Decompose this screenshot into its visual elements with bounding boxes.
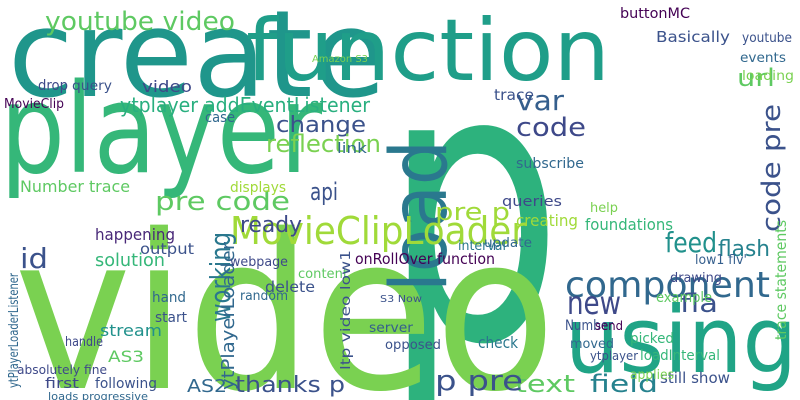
cloud-word: drop xyxy=(38,78,68,94)
cloud-word: Number xyxy=(565,318,613,334)
cloud-word: handle xyxy=(65,335,103,350)
cloud-word: new xyxy=(567,284,621,322)
cloud-word: Amazon S3 xyxy=(312,54,368,65)
cloud-word: onRollOver function xyxy=(355,250,495,268)
cloud-word: subscribe xyxy=(516,156,584,172)
cloud-word: absolutely fine xyxy=(17,363,107,377)
cloud-word: drawing xyxy=(670,271,722,286)
cloud-word: youtube video xyxy=(45,7,235,37)
cloud-word: MovieClip xyxy=(4,97,64,112)
cloud-word: link xyxy=(337,141,368,157)
cloud-word: field xyxy=(590,370,658,398)
cloud-word: reflection xyxy=(266,130,381,158)
cloud-word: events xyxy=(740,51,786,66)
cloud-word: trace statements xyxy=(772,220,790,340)
cloud-word: var xyxy=(516,84,565,117)
cloud-word: player xyxy=(0,58,322,202)
cloud-word: code xyxy=(516,113,586,143)
cloud-word: start xyxy=(155,310,187,326)
cloud-word: youtube xyxy=(742,31,792,46)
cloud-word: picked xyxy=(630,331,674,347)
cloud-word: content xyxy=(298,267,348,282)
cloud-word: p pre xyxy=(435,364,523,397)
cloud-word: function xyxy=(246,1,610,101)
cloud-word: ytPlayerLoader xyxy=(218,241,239,390)
cloud-word: flash xyxy=(718,237,770,262)
cloud-word: pre p xyxy=(435,198,510,226)
cloud-word: send xyxy=(595,319,623,333)
cloud-word: ytplayer addEventListener xyxy=(120,93,371,117)
cloud-word: foundations xyxy=(585,215,673,234)
cloud-word: using xyxy=(565,287,797,394)
cloud-word: moved xyxy=(570,337,614,352)
cloud-word: video xyxy=(142,77,192,96)
cloud-word: feed xyxy=(665,226,717,259)
cloud-word: text xyxy=(515,370,575,398)
cloud-word: displays xyxy=(230,180,286,196)
cloud-word: example xyxy=(656,290,712,306)
cloud-word: low1 flv' xyxy=(695,253,747,268)
cloud-word: stream xyxy=(100,321,162,340)
cloud-word: change xyxy=(276,113,366,138)
cloud-word: ready xyxy=(240,213,302,238)
cloud-word: check xyxy=(478,333,519,352)
cloud-word: following xyxy=(95,376,157,392)
cloud-word: AS3 xyxy=(108,347,144,366)
cloud-word: id xyxy=(20,242,48,275)
cloud-word: ytPlayerLoaderListener xyxy=(7,272,22,388)
cloud-word: output xyxy=(140,240,194,258)
cloud-word: hand xyxy=(152,290,186,306)
cloud-word: buttonMC xyxy=(620,6,690,22)
cloud-word: server xyxy=(369,321,414,336)
cloud-word: applies xyxy=(630,368,674,383)
cloud-word: create xyxy=(8,0,386,125)
cloud-word: Number trace xyxy=(20,177,130,196)
cloud-word: fla xyxy=(680,289,718,319)
cloud-word: still show xyxy=(660,369,730,387)
cloud-word: trace xyxy=(494,86,534,104)
cloud-word: solution xyxy=(95,250,165,271)
cloud-word: AS2 xyxy=(187,376,227,397)
cloud-word: pre code xyxy=(155,187,290,217)
cloud-word: MovieClipLoader xyxy=(230,209,526,253)
cloud-word: thanks p xyxy=(235,373,345,398)
cloud-word: ytplayer xyxy=(590,349,638,363)
cloud-word: S3 Now xyxy=(380,294,422,305)
cloud-word: video xyxy=(14,188,556,400)
cloud-word: first xyxy=(45,376,80,392)
cloud-word: help xyxy=(590,201,618,216)
cloud-word: update xyxy=(484,236,532,251)
cloud-word: opposed xyxy=(385,338,441,353)
cloud-word: api xyxy=(310,178,338,206)
cloud-word: case xyxy=(205,110,235,126)
cloud-word: query xyxy=(72,79,112,94)
cloud-word: delete xyxy=(265,278,315,296)
cloud-word: loadInterval xyxy=(640,348,720,364)
cloud-word: queries xyxy=(502,194,562,210)
cloud-word: ltp video low1 xyxy=(339,250,354,370)
cloud-word: url xyxy=(737,64,775,92)
cloud-word: creating xyxy=(516,211,578,230)
cloud-word: Basically xyxy=(656,28,730,46)
cloud-word: component xyxy=(565,265,770,306)
cloud-word: working xyxy=(204,232,237,322)
cloud-word: interval xyxy=(458,239,506,254)
cloud-word: webpage xyxy=(230,255,288,270)
cloud-word: code pre xyxy=(757,104,787,232)
cloud-word: loading xyxy=(742,69,794,84)
cloud-word: random xyxy=(240,289,288,304)
cloud-word: loads progressive xyxy=(48,390,148,400)
cloud-word: p xyxy=(383,0,563,400)
cloud-word: happening xyxy=(95,225,175,244)
cloud-word: load xyxy=(375,140,465,292)
